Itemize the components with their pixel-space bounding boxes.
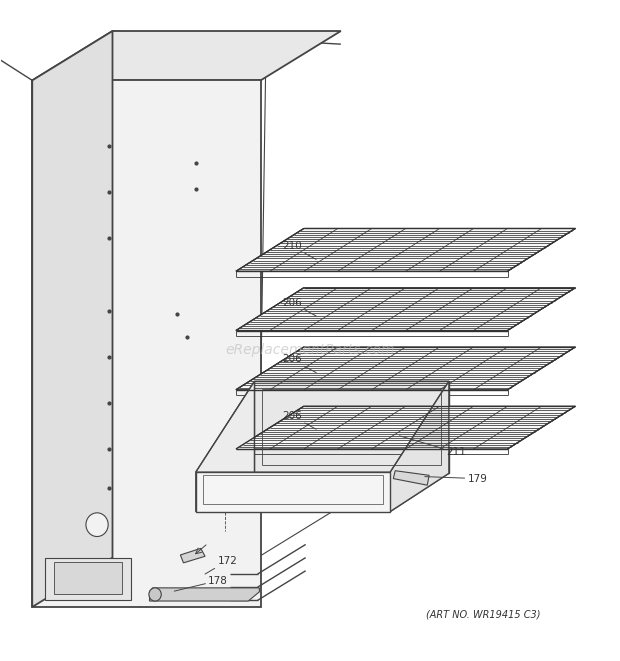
Text: 178: 178 <box>174 576 228 591</box>
Polygon shape <box>196 472 390 512</box>
Polygon shape <box>32 31 341 81</box>
Polygon shape <box>254 381 449 473</box>
Polygon shape <box>180 549 205 563</box>
Polygon shape <box>32 81 260 607</box>
Text: (ART NO. WR19415 C3): (ART NO. WR19415 C3) <box>425 610 540 620</box>
Text: 179: 179 <box>425 473 487 484</box>
Polygon shape <box>149 588 259 601</box>
Text: eReplacementParts.com: eReplacementParts.com <box>225 343 395 357</box>
Polygon shape <box>54 563 122 594</box>
Polygon shape <box>236 407 575 449</box>
Polygon shape <box>196 473 449 512</box>
Polygon shape <box>390 381 449 512</box>
Text: 210: 210 <box>282 241 316 259</box>
Circle shape <box>86 513 108 537</box>
Circle shape <box>149 588 161 601</box>
Text: 172: 172 <box>205 556 237 574</box>
Text: 211: 211 <box>399 436 466 457</box>
Text: 206: 206 <box>282 354 316 373</box>
Polygon shape <box>32 31 112 607</box>
Polygon shape <box>45 558 131 600</box>
Polygon shape <box>236 347 575 390</box>
Polygon shape <box>393 471 429 485</box>
Text: 206: 206 <box>282 411 316 429</box>
Text: 206: 206 <box>282 298 316 316</box>
Polygon shape <box>236 288 575 330</box>
Polygon shape <box>236 229 575 271</box>
Polygon shape <box>196 381 254 512</box>
